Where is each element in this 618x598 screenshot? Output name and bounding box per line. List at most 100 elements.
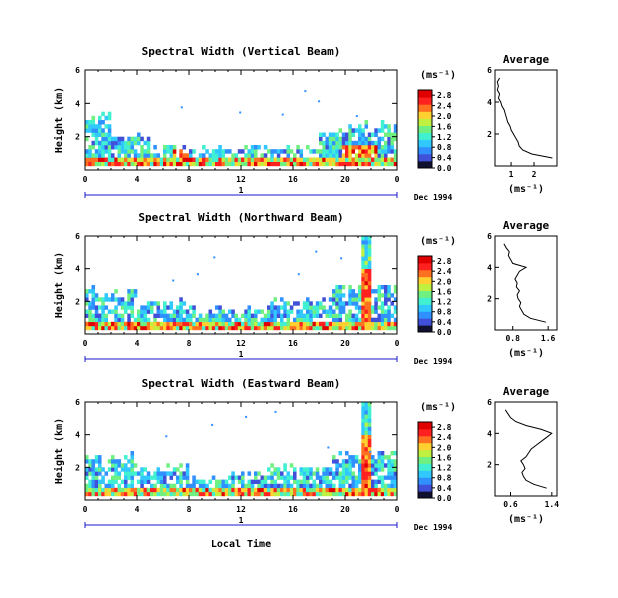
heatmap-cell xyxy=(299,309,304,314)
heatmap-cell xyxy=(117,301,122,306)
heatmap-cell xyxy=(280,297,284,302)
heatmap-cell xyxy=(286,145,291,150)
heatmap-cell xyxy=(163,153,167,158)
avg-y-tick-label: 6 xyxy=(487,66,492,75)
heatmap-cell xyxy=(273,491,278,497)
heatmap-cell xyxy=(166,313,170,318)
heatmap-cell xyxy=(176,475,180,480)
heatmap-cell xyxy=(276,305,281,310)
heatmap-cell xyxy=(169,475,174,480)
heatmap-cell xyxy=(111,479,115,484)
heatmap-cell xyxy=(140,483,144,489)
heatmap-cell xyxy=(221,479,226,484)
average-frame xyxy=(494,69,558,167)
heatmap-cell xyxy=(289,321,294,327)
heatmap-cell xyxy=(354,321,359,327)
heatmap-cell xyxy=(127,301,131,306)
heatmap-cell xyxy=(166,305,170,310)
heatmap-cell xyxy=(159,325,164,331)
heatmap-cell xyxy=(332,313,336,318)
heatmap-cell xyxy=(296,301,300,306)
heatmap-cell xyxy=(169,491,174,497)
heatmap-cell xyxy=(364,236,369,241)
heatmap-cell xyxy=(306,487,310,493)
heatmap-cell xyxy=(302,313,307,318)
heatmap-cell xyxy=(377,467,382,472)
heatmap-cell xyxy=(91,459,96,464)
heatmap-cell xyxy=(393,317,398,323)
heatmap-cell xyxy=(185,321,190,327)
heatmap-cell xyxy=(153,487,157,493)
heatmap-title: Spectral Width (Vertical Beam) xyxy=(142,45,341,58)
heatmap-cell xyxy=(364,280,369,286)
heatmap-cell xyxy=(380,305,385,310)
heatmap-cell xyxy=(390,451,395,456)
heatmap-cell xyxy=(364,124,369,129)
heatmap-cell xyxy=(338,301,343,306)
heatmap-cell xyxy=(345,321,349,327)
heatmap-cell xyxy=(276,157,281,162)
heatmap-cell xyxy=(208,309,213,314)
heatmap-cell xyxy=(260,321,265,327)
heatmap-cell xyxy=(179,487,183,493)
heatmap-cell xyxy=(354,305,359,310)
heatmap-cell xyxy=(185,313,190,318)
heatmap-cell xyxy=(211,325,216,331)
heatmap-cell xyxy=(387,293,391,298)
heatmap-cell xyxy=(387,467,391,472)
heatmap-cell xyxy=(338,487,343,493)
heatmap-cell xyxy=(98,491,102,497)
heatmap-cell xyxy=(380,136,385,142)
heatmap-cell xyxy=(322,467,326,472)
heatmap-cell xyxy=(325,325,330,331)
heatmap-cell xyxy=(283,325,287,331)
heatmap-cell xyxy=(101,128,105,133)
heatmap-cell xyxy=(270,491,274,497)
heatmap-cell xyxy=(182,475,187,480)
heatmap-cell xyxy=(208,157,213,162)
heatmap-cell xyxy=(361,463,365,468)
heatmap-cell xyxy=(211,487,216,493)
heatmap-cell xyxy=(179,149,183,154)
heatmap-cell xyxy=(393,128,398,133)
heatmap-cell xyxy=(270,479,274,484)
heatmap-cell xyxy=(328,487,333,493)
heatmap-cell xyxy=(341,145,346,150)
colorbar-swatch xyxy=(418,297,432,305)
colorbar-tick-label: 1.2 xyxy=(437,464,452,473)
heatmap-cell xyxy=(335,325,339,331)
heatmap-cell xyxy=(228,161,232,167)
heatmap-cell xyxy=(377,475,382,480)
heatmap-cell xyxy=(267,309,271,314)
heatmap-cell xyxy=(91,301,96,306)
colorbar-swatch xyxy=(418,463,432,471)
heatmap-cell xyxy=(208,321,213,327)
heatmap-cell xyxy=(101,321,105,327)
heatmap-cell xyxy=(341,471,346,476)
heatmap-cell xyxy=(88,483,92,489)
heatmap-cell xyxy=(377,297,382,302)
heatmap-cell xyxy=(273,297,278,302)
heatmap-cell xyxy=(166,161,170,167)
heatmap-cell xyxy=(211,317,216,323)
heatmap-cell xyxy=(332,455,336,460)
heatmap-cell xyxy=(332,325,336,331)
heatmap-cell xyxy=(384,309,388,314)
heatmap-cell xyxy=(221,483,226,489)
heatmap-cell xyxy=(364,406,369,411)
heatmap-cell xyxy=(387,145,391,150)
heatmap-cell xyxy=(364,430,369,435)
heatmap-cell xyxy=(322,149,326,154)
heatmap-cell xyxy=(101,313,105,318)
colorbar-swatch xyxy=(418,111,432,119)
heatmap-cell xyxy=(280,321,284,327)
heatmap-cell xyxy=(358,297,362,302)
heatmap-cell xyxy=(111,321,115,327)
heatmap-cell xyxy=(361,285,365,290)
heatmap-cell xyxy=(146,157,151,162)
heatmap-cell xyxy=(98,124,102,129)
heatmap-cell xyxy=(94,140,99,146)
heatmap-cell xyxy=(267,325,271,331)
heatmap-cell xyxy=(192,479,196,484)
